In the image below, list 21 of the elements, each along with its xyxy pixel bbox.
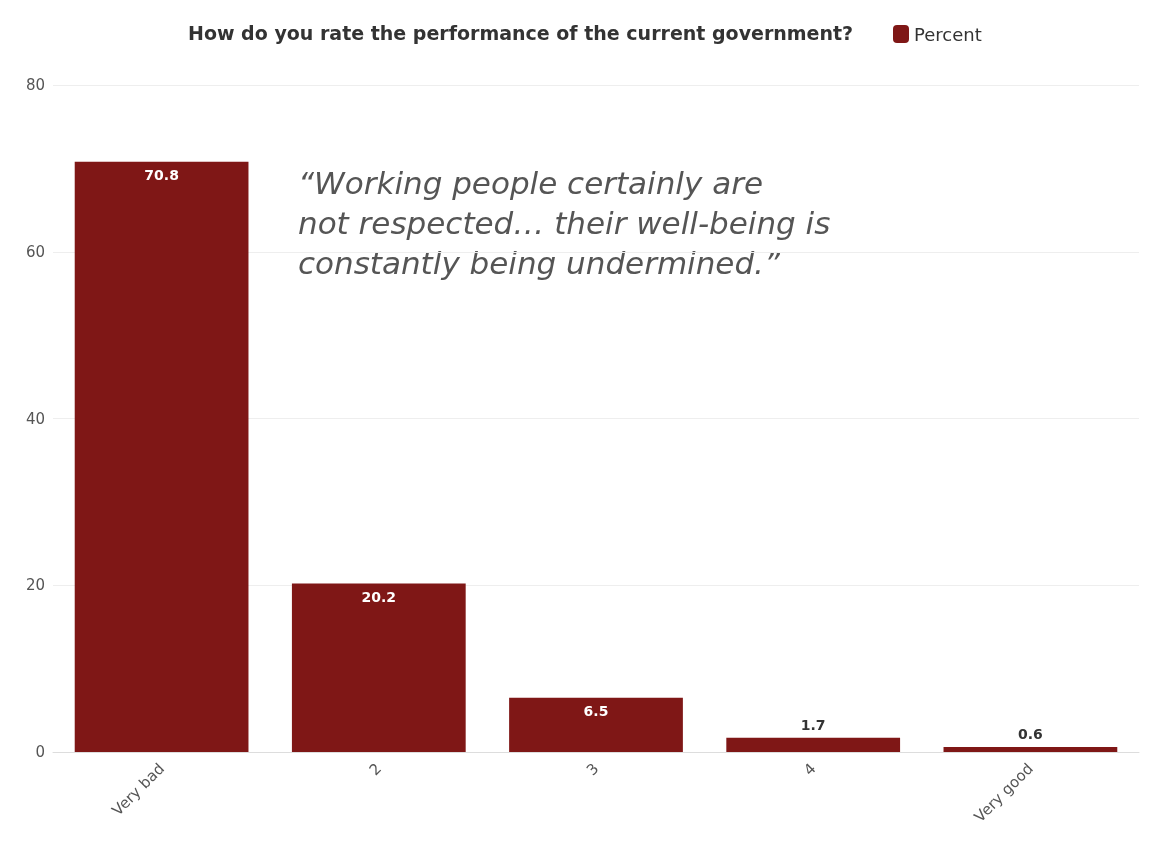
- x-tick-label: 4: [800, 759, 820, 780]
- chart-title: How do you rate the performance of the current government?: [188, 21, 854, 44]
- legend-label: Percent: [914, 23, 982, 45]
- data-label: 6.5: [583, 702, 609, 719]
- y-tick-label: 60: [25, 242, 45, 261]
- data-label: 0.6: [1017, 726, 1043, 742]
- bar: [726, 737, 901, 752]
- y-tick-label: 40: [25, 409, 45, 428]
- bar: [74, 161, 249, 752]
- data-label: 1.7: [800, 716, 826, 733]
- x-tick-label: 2: [365, 759, 386, 780]
- y-tick-label: 0: [35, 743, 45, 761]
- bar: [509, 697, 683, 752]
- bar: [943, 747, 1118, 752]
- bar: [291, 583, 466, 752]
- y-tick-label: 80: [25, 76, 45, 94]
- data-label: 70.8: [144, 166, 179, 183]
- y-tick-label: 20: [25, 576, 45, 595]
- data-label: 20.2: [361, 588, 397, 605]
- annotation: “Working people certainly are not respected… their well-being is constantly being undermined.”: [298, 165, 831, 281]
- x-tick-label: 3: [582, 759, 603, 780]
